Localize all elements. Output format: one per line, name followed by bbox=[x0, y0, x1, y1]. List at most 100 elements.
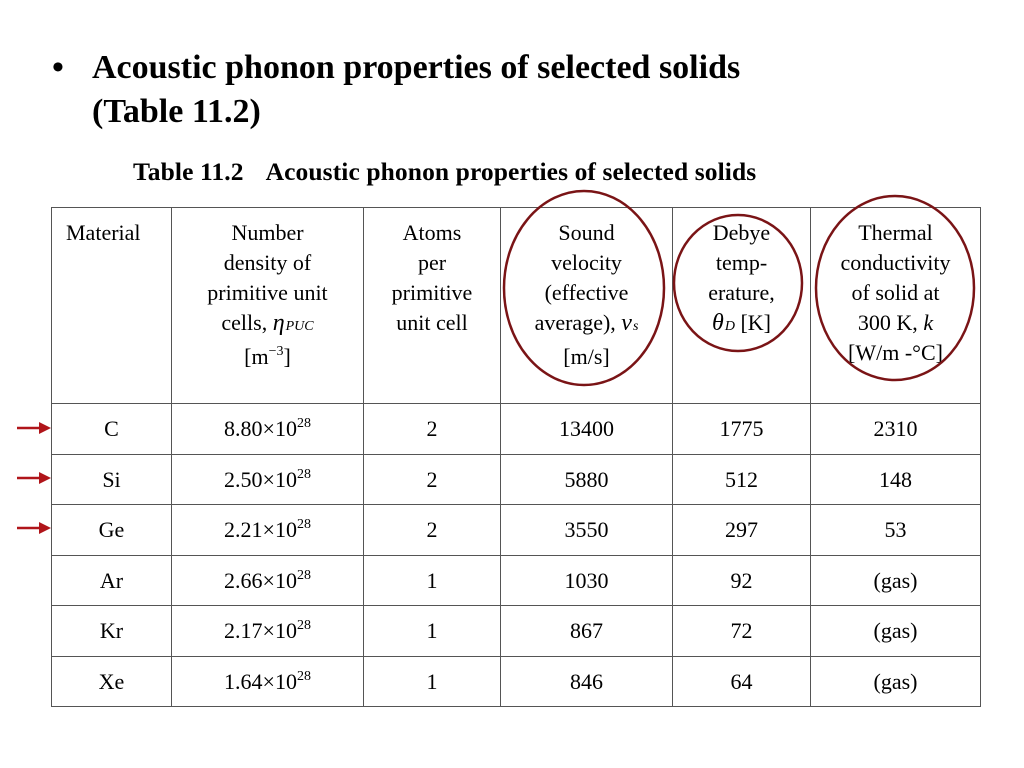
header-density-line: cells, ηPUC bbox=[172, 308, 363, 342]
cell-atoms-per-cell: 1 bbox=[363, 605, 501, 657]
cell-thermal-conductivity: (gas) bbox=[810, 655, 981, 707]
density-exponent: 28 bbox=[296, 567, 311, 583]
cell-material: Kr bbox=[51, 605, 172, 657]
theta-subscript: D bbox=[724, 319, 735, 334]
cell-debye-temperature: 92 bbox=[672, 554, 811, 606]
table-caption: Table 11.2 Acoustic phonon properties of … bbox=[133, 157, 756, 187]
header-debye-line: θD [K] bbox=[673, 308, 810, 342]
density-mantissa: 2.17×10 bbox=[224, 618, 297, 643]
header-sound-average-label: average), bbox=[534, 310, 616, 335]
table-row: Ar 2.66×1028 1 1030 92 (gas) bbox=[51, 554, 981, 606]
cell-debye-temperature: 1775 bbox=[672, 403, 811, 455]
table-row: Ge 2.21×1028 2 3550 297 53 bbox=[51, 504, 981, 556]
header-debye-line: Debye bbox=[712, 220, 771, 245]
header-debye-line: erature, bbox=[708, 280, 775, 305]
v-subscript: s bbox=[632, 319, 639, 334]
density-exponent: 28 bbox=[296, 517, 311, 532]
header-material: Material bbox=[51, 207, 172, 404]
slide-heading: Acoustic phonon properties of selected s… bbox=[92, 46, 992, 134]
table-row: Kr 2.17×1028 1 867 72 (gas) bbox=[51, 605, 981, 657]
cell-number-density: 8.80×1028 bbox=[171, 403, 364, 455]
k-symbol: k bbox=[923, 310, 934, 335]
cell-debye-temperature: 64 bbox=[672, 655, 811, 707]
eta-subscript: PUC bbox=[285, 319, 314, 334]
theta-symbol: θ bbox=[712, 310, 724, 336]
slide-heading-line-1: Acoustic phonon properties of selected s… bbox=[92, 49, 741, 86]
header-atoms-line: primitive bbox=[391, 280, 473, 305]
header-sound-unit: [m/s] bbox=[563, 344, 610, 369]
density-mantissa: 2.50×10 bbox=[224, 466, 297, 492]
cell-material: Xe bbox=[51, 655, 172, 707]
header-atoms-line: unit cell bbox=[396, 310, 468, 335]
density-unit-exponent: −3 bbox=[268, 344, 284, 359]
header-thermal-line: 300 K, k bbox=[811, 308, 980, 338]
header-density-unit: [m−3] bbox=[172, 342, 363, 372]
cell-debye-temperature: 72 bbox=[672, 605, 811, 657]
header-debye-temperature: Debye temp- erature, θD [K] bbox=[672, 207, 811, 404]
cell-thermal-conductivity: 148 bbox=[810, 453, 981, 505]
table-header-row: Material Number density of primitive uni… bbox=[51, 207, 981, 404]
header-thermal-temp-label: 300 K, bbox=[857, 310, 918, 335]
header-sound-velocity: Sound velocity (effective average), vs [… bbox=[500, 207, 673, 404]
header-thermal-line: Thermal bbox=[858, 220, 933, 245]
density-exponent: 28 bbox=[296, 416, 311, 431]
density-exponent: 28 bbox=[296, 668, 311, 684]
density-unit-base: [m bbox=[244, 344, 269, 369]
cell-number-density: 2.17×1028 bbox=[171, 605, 364, 657]
header-atoms-per-cell: Atoms per primitive unit cell bbox=[363, 207, 501, 404]
cell-sound-velocity: 13400 bbox=[500, 403, 673, 455]
cell-material: Si bbox=[51, 453, 172, 505]
cell-atoms-per-cell: 2 bbox=[363, 403, 501, 455]
header-material-label: Material bbox=[66, 220, 141, 245]
cell-atoms-per-cell: 2 bbox=[363, 453, 501, 505]
cell-material: Ar bbox=[51, 554, 172, 606]
arrow-row-si bbox=[17, 472, 51, 484]
density-mantissa: 2.66×10 bbox=[224, 567, 297, 593]
density-exponent: 28 bbox=[296, 466, 311, 482]
header-sound-line: (effective bbox=[544, 280, 629, 305]
header-density-cells-label: cells, bbox=[221, 310, 268, 335]
cell-sound-velocity: 1030 bbox=[500, 554, 673, 606]
cell-number-density: 2.66×1028 bbox=[171, 554, 364, 606]
density-mantissa: 1.64×10 bbox=[224, 668, 297, 694]
header-density-line: Number bbox=[231, 220, 304, 245]
header-thermal-line: of solid at bbox=[851, 280, 940, 305]
cell-sound-velocity: 3550 bbox=[500, 504, 673, 556]
header-thermal-unit: [W/m -°C] bbox=[848, 340, 943, 365]
cell-number-density: 1.64×1028 bbox=[171, 655, 364, 707]
header-debye-line: temp- bbox=[715, 250, 768, 275]
cell-number-density: 2.50×1028 bbox=[171, 453, 364, 505]
header-atoms-line: per bbox=[417, 250, 447, 275]
density-mantissa: 2.21×10 bbox=[224, 517, 297, 542]
bullet-point: • bbox=[52, 49, 64, 86]
header-thermal-conductivity: Thermal conductivity of solid at 300 K, … bbox=[810, 207, 981, 404]
cell-material: C bbox=[51, 403, 172, 455]
header-debye-unit: [K] bbox=[740, 310, 771, 335]
table-body: C 8.80×1028 2 13400 1775 2310 Si 2.50×1028 2 5880… bbox=[51, 403, 981, 707]
cell-thermal-conductivity: 2310 bbox=[810, 403, 981, 455]
table-row: C 8.80×1028 2 13400 1775 2310 bbox=[51, 403, 981, 455]
cell-material: Ge bbox=[51, 504, 172, 556]
arrow-row-ge bbox=[17, 522, 51, 534]
header-sound-line: Sound bbox=[558, 220, 615, 245]
table-caption-title: Acoustic phonon properties of selected s… bbox=[265, 157, 757, 186]
v-symbol: v bbox=[621, 310, 632, 336]
cell-sound-velocity: 5880 bbox=[500, 453, 673, 505]
slide-heading-line-2: (Table 11.2) bbox=[92, 93, 261, 130]
cell-debye-temperature: 297 bbox=[672, 504, 811, 556]
cell-atoms-per-cell: 2 bbox=[363, 504, 501, 556]
header-sound-line: average), vs bbox=[501, 308, 672, 342]
density-mantissa: 8.80×10 bbox=[224, 416, 297, 441]
density-exponent: 28 bbox=[296, 618, 311, 633]
table-row: Si 2.50×1028 2 5880 512 148 bbox=[51, 453, 981, 505]
cell-atoms-per-cell: 1 bbox=[363, 655, 501, 707]
cell-thermal-conductivity: 53 bbox=[810, 504, 981, 556]
table-caption-number: Table 11.2 bbox=[133, 157, 244, 186]
header-thermal-line: conductivity bbox=[840, 250, 951, 275]
table-row: Xe 1.64×1028 1 846 64 (gas) bbox=[51, 655, 981, 707]
header-sound-line: velocity bbox=[551, 250, 622, 275]
header-atoms-line: Atoms bbox=[402, 220, 462, 245]
cell-number-density: 2.21×1028 bbox=[171, 504, 364, 556]
header-density-line: density of bbox=[223, 250, 312, 275]
header-number-density: Number density of primitive unit cells, … bbox=[171, 207, 364, 404]
